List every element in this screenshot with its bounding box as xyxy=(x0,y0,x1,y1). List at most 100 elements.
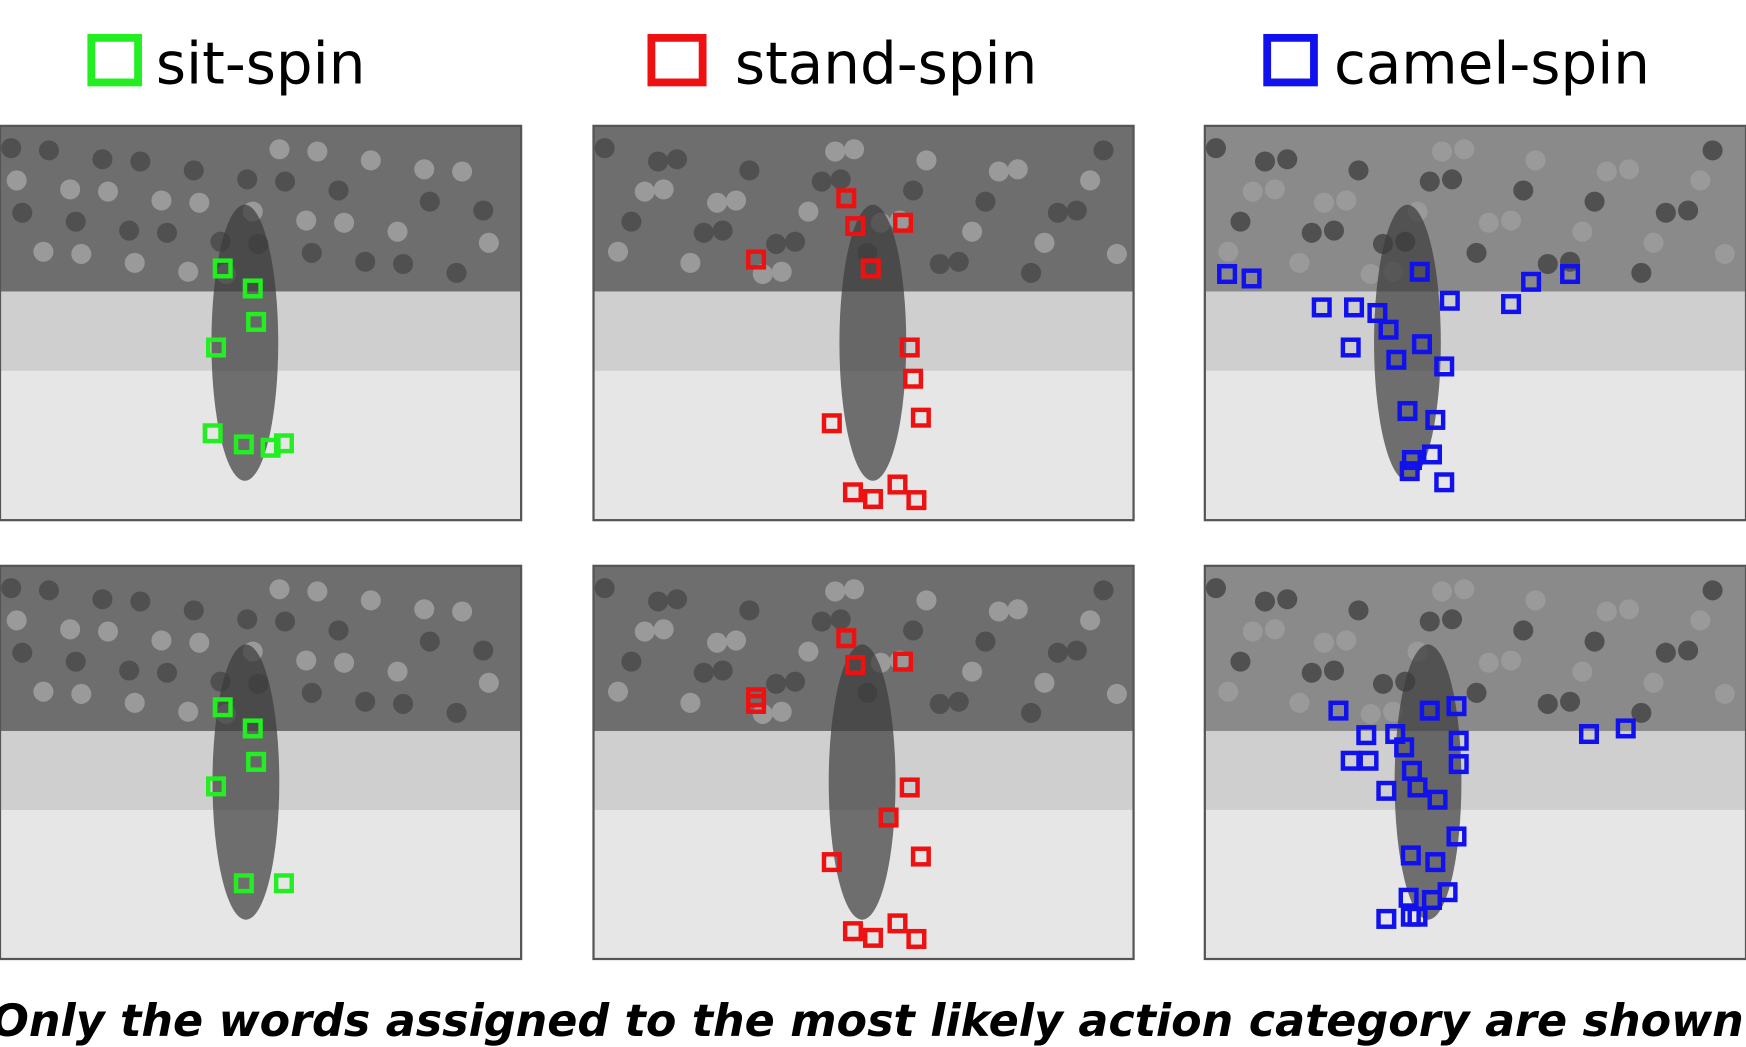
photo-border xyxy=(0,124,523,522)
crowd-head xyxy=(360,590,381,611)
feature-box xyxy=(1421,444,1443,465)
crowd-head xyxy=(962,221,983,242)
feature-box xyxy=(1397,400,1418,422)
crowd-head xyxy=(269,139,290,160)
crowd-head xyxy=(478,672,499,693)
photo-border xyxy=(1203,564,1746,961)
feature-box xyxy=(1521,271,1542,292)
crowd-head xyxy=(594,578,615,599)
crowd-head xyxy=(1478,212,1499,233)
crowd-head xyxy=(307,581,328,602)
crowd-head xyxy=(648,151,669,172)
crowd-head xyxy=(452,601,473,622)
crowd-head xyxy=(1205,578,1226,599)
crowd-head xyxy=(178,261,199,282)
feature-box xyxy=(1427,789,1448,810)
crowd-head xyxy=(771,261,792,282)
crowd-head xyxy=(916,150,937,171)
feature-box xyxy=(1437,882,1458,903)
crowd-head xyxy=(151,190,172,211)
crowd-head xyxy=(1066,200,1087,221)
crowd-head xyxy=(1218,241,1239,262)
feature-box xyxy=(1344,297,1365,318)
crowd-head xyxy=(1218,681,1239,702)
crowd-head xyxy=(178,701,199,722)
crowd-head xyxy=(307,141,328,162)
crowd-head xyxy=(328,180,349,201)
crowd-head xyxy=(739,600,760,621)
feature-box xyxy=(212,258,233,279)
crowd-head xyxy=(1021,702,1042,723)
crowd-head xyxy=(825,141,846,162)
photo xyxy=(1203,124,1746,522)
crowd-head xyxy=(1093,580,1114,601)
crowd-head xyxy=(124,692,145,713)
crowd-head xyxy=(785,671,806,692)
crowd-head xyxy=(269,579,290,600)
crowd-head xyxy=(237,169,258,190)
legend-swatch xyxy=(87,33,142,87)
crowd-head xyxy=(929,693,950,714)
feature-box xyxy=(1340,337,1361,358)
crowd-head xyxy=(6,170,27,191)
crowd-head xyxy=(97,621,119,642)
crowd-head xyxy=(1655,642,1676,663)
feature-box xyxy=(1376,780,1397,801)
photo xyxy=(0,124,523,522)
crowd-head xyxy=(1,138,22,159)
crowd-head xyxy=(766,233,787,254)
crowd-head xyxy=(1080,610,1101,631)
crowd-head xyxy=(607,241,629,262)
crowd-head xyxy=(653,619,674,640)
crowd-head xyxy=(1678,200,1699,221)
crowd-head xyxy=(12,642,33,663)
crowd-head xyxy=(1466,682,1487,703)
crowd-head xyxy=(446,702,467,723)
crowd-head xyxy=(1,578,22,599)
feature-box xyxy=(1419,700,1440,721)
crowd-head xyxy=(712,220,733,241)
crowd-head xyxy=(594,138,615,159)
crowd-head xyxy=(1047,642,1068,663)
feature-box xyxy=(893,212,914,233)
crowd-head xyxy=(707,632,728,653)
crowd-head xyxy=(1643,672,1664,693)
crowd-head xyxy=(38,140,60,161)
crowd-head xyxy=(60,179,81,200)
crowd-head xyxy=(811,171,832,192)
crowd-head xyxy=(1525,150,1546,171)
crowd-head xyxy=(680,252,701,273)
crowd-head xyxy=(1690,610,1711,631)
feature-box xyxy=(842,482,863,503)
feature-box xyxy=(1407,906,1428,927)
crowd-head xyxy=(707,192,728,213)
feature-box xyxy=(845,216,866,237)
feature-box xyxy=(1425,852,1446,873)
feature-box xyxy=(202,423,223,444)
feature-box xyxy=(1217,263,1238,285)
crowd-head xyxy=(419,191,440,212)
crowd-head xyxy=(1264,179,1286,200)
crowd-head xyxy=(1336,630,1357,651)
crowd-head xyxy=(189,632,210,653)
photo-boards xyxy=(1204,730,1746,810)
crowd-head xyxy=(1080,170,1101,191)
crowd-head xyxy=(419,631,440,652)
crowd-head xyxy=(1525,590,1546,611)
feature-box xyxy=(212,697,233,718)
feature-box xyxy=(206,337,227,358)
crowd-head xyxy=(355,251,376,272)
skater xyxy=(839,204,907,481)
feature-box xyxy=(1376,908,1397,929)
crowd-head xyxy=(1619,599,1640,620)
feature-box xyxy=(1394,737,1415,758)
feature-box xyxy=(903,368,924,389)
crowd-head xyxy=(1702,140,1723,161)
crowd-head xyxy=(334,212,355,233)
feature-box xyxy=(242,278,263,299)
crowd-head xyxy=(903,180,924,201)
feature-box xyxy=(1448,730,1469,751)
crowd-head xyxy=(65,211,86,232)
photo-border xyxy=(0,564,523,961)
crowd-head xyxy=(1513,180,1534,201)
